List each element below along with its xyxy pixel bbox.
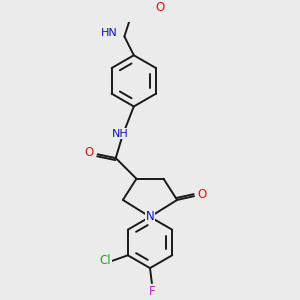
Text: O: O	[85, 146, 94, 159]
Text: F: F	[148, 285, 155, 298]
Text: O: O	[155, 1, 164, 14]
Text: NH: NH	[112, 129, 129, 139]
Text: Cl: Cl	[99, 254, 111, 267]
Text: N: N	[146, 210, 154, 224]
Text: HN: HN	[101, 28, 118, 38]
Text: O: O	[198, 188, 207, 201]
